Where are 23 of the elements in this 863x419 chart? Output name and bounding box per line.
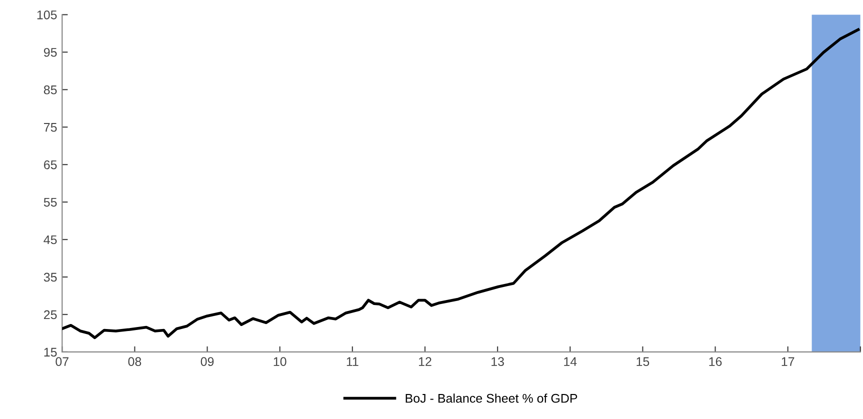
legend-label: BoJ - Balance Sheet % of GDP xyxy=(406,394,578,403)
x-tick-label: 15 xyxy=(636,357,650,366)
y-tick-label: 65 xyxy=(44,160,57,170)
x-tick-label: 10 xyxy=(274,357,286,366)
x-tick-label: 13 xyxy=(492,357,504,366)
line-series xyxy=(62,28,860,340)
y-tick-label: 45 xyxy=(44,235,57,244)
y-tick-label: 85 xyxy=(44,85,57,94)
y-tick-label: 95 xyxy=(44,48,57,57)
y-tick-label: 35 xyxy=(44,272,57,282)
y-tick-label: 55 xyxy=(44,198,57,207)
x-tick-label: 12 xyxy=(418,357,432,366)
x-tick-label: 11 xyxy=(346,357,358,366)
y-tick-label: 75 xyxy=(44,123,57,132)
x-tick-label: 16 xyxy=(709,357,722,366)
x-tick-label: 08 xyxy=(128,357,142,366)
x-tick-label: 17 xyxy=(782,357,794,366)
y-tick-label: 105 xyxy=(37,10,57,20)
x-tick-label: 14 xyxy=(564,357,577,366)
x-tick-label: 07 xyxy=(56,357,68,366)
y-tick-label: 15 xyxy=(44,348,57,357)
y-tick-label: 25 xyxy=(44,310,57,320)
x-tick-label: 09 xyxy=(200,357,214,366)
